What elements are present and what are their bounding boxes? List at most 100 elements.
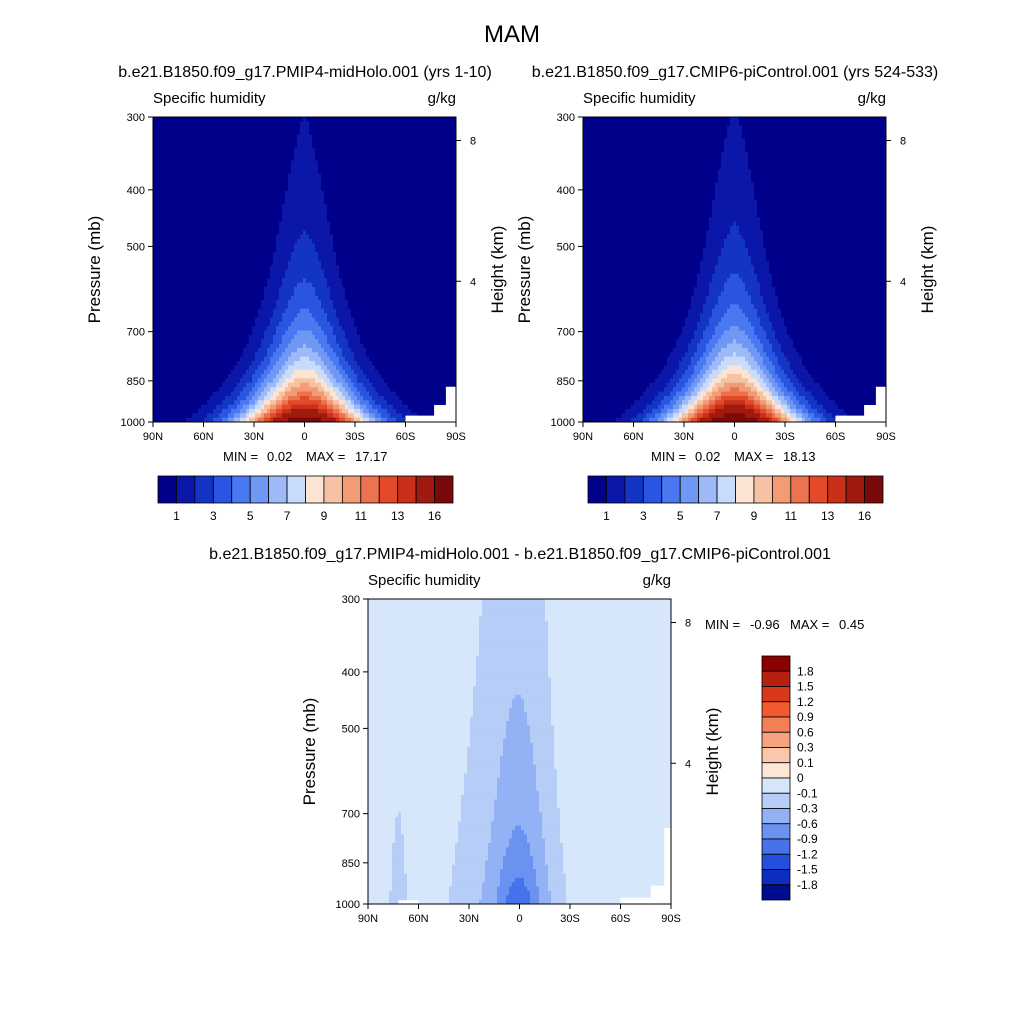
contour-cell — [222, 304, 226, 310]
contour-cell — [285, 121, 289, 127]
contour-cell — [300, 361, 304, 366]
contour-cell — [264, 160, 268, 166]
contour-cell — [258, 151, 262, 157]
contour-cell — [255, 369, 259, 375]
contour-cell — [270, 382, 274, 388]
contour-cell — [267, 143, 271, 149]
contour-cell — [363, 417, 367, 422]
contour-cell — [360, 339, 364, 345]
contour-cell — [156, 117, 160, 122]
contour-cell — [312, 138, 316, 144]
contour-cell — [282, 286, 286, 292]
contour-cell — [183, 199, 187, 205]
contour-cell — [192, 330, 196, 336]
contour-cell — [294, 208, 298, 214]
contour-cell — [267, 204, 271, 210]
contour-cell — [186, 326, 190, 332]
contour-cell — [234, 221, 238, 227]
contour-cell — [306, 334, 310, 340]
contour-cell — [327, 143, 331, 149]
contour-cell — [306, 239, 310, 244]
contour-cell — [291, 243, 295, 249]
contour-cell — [327, 186, 331, 192]
contour-cell — [306, 321, 310, 327]
contour-cell — [282, 212, 286, 218]
contour-cell — [273, 395, 277, 401]
contour-cell — [204, 374, 208, 380]
contour-cell — [165, 186, 169, 192]
contour-cell — [336, 343, 340, 349]
contour-cell — [333, 408, 337, 414]
contour-cell — [366, 125, 370, 131]
contour-cell — [186, 234, 190, 240]
contour-cell — [234, 164, 238, 170]
contour-cell — [192, 313, 196, 319]
contour-cell — [195, 408, 199, 414]
contour-cell — [201, 382, 205, 388]
contour-cell — [186, 313, 190, 319]
contour-cell — [171, 269, 175, 275]
contour-cell — [204, 308, 208, 314]
contour-cell — [270, 295, 274, 301]
contour-cell — [267, 334, 271, 340]
contour-cell — [282, 269, 286, 275]
contour-cell — [261, 326, 265, 332]
contour-cell — [201, 400, 205, 406]
contour-cell — [342, 343, 346, 349]
contour-cell — [336, 151, 340, 157]
contour-cell — [234, 304, 238, 310]
contour-cell — [162, 408, 166, 414]
contour-cell — [360, 300, 364, 305]
contour-cell — [231, 217, 235, 223]
contour-cell — [264, 313, 268, 319]
contour-cell — [228, 169, 232, 175]
contour-cell — [174, 256, 178, 262]
contour-cell — [213, 352, 217, 358]
contour-cell — [267, 212, 271, 218]
contour-cell — [348, 252, 352, 258]
contour-cell — [201, 225, 205, 231]
contour-cell — [300, 387, 304, 393]
contour-cell — [345, 138, 349, 144]
contour-cell — [279, 317, 283, 323]
contour-cell — [183, 326, 187, 332]
contour-cell — [201, 408, 205, 414]
contour-cell — [345, 195, 349, 201]
contour-cell — [345, 239, 349, 244]
contour-cell — [195, 387, 199, 393]
contour-cell — [321, 117, 325, 122]
contour-cell — [243, 230, 247, 236]
contour-cell — [279, 234, 283, 240]
contour-cell — [306, 164, 310, 170]
contour-cell — [159, 225, 163, 231]
contour-cell — [303, 347, 307, 353]
contour-cell — [303, 138, 307, 144]
contour-cell — [321, 334, 325, 340]
contour-cell — [210, 169, 214, 175]
contour-cell — [255, 191, 259, 197]
contour-cell — [285, 195, 289, 201]
contour-cell — [180, 317, 184, 323]
contour-cell — [345, 382, 349, 388]
contour-cell — [303, 400, 307, 406]
contour-cell — [348, 125, 352, 131]
contour-cell — [363, 269, 367, 275]
contour-cell — [165, 413, 169, 419]
contour-cell — [159, 182, 163, 188]
contour-cell — [303, 265, 307, 271]
contour-cell — [294, 304, 298, 310]
contour-cell — [357, 404, 361, 410]
contour-cell — [228, 130, 232, 136]
contour-cell — [264, 182, 268, 188]
contour-cell — [258, 404, 262, 410]
contour-cell — [258, 125, 262, 131]
contour-cell — [225, 147, 229, 153]
contour-cell — [270, 269, 274, 275]
contour-cell — [291, 378, 295, 384]
contour-cell — [300, 156, 304, 162]
contour-cell — [249, 169, 253, 175]
contour-cell — [282, 365, 286, 371]
contour-cell — [252, 221, 256, 227]
contour-cell — [273, 221, 277, 227]
contour-cell — [264, 225, 268, 231]
